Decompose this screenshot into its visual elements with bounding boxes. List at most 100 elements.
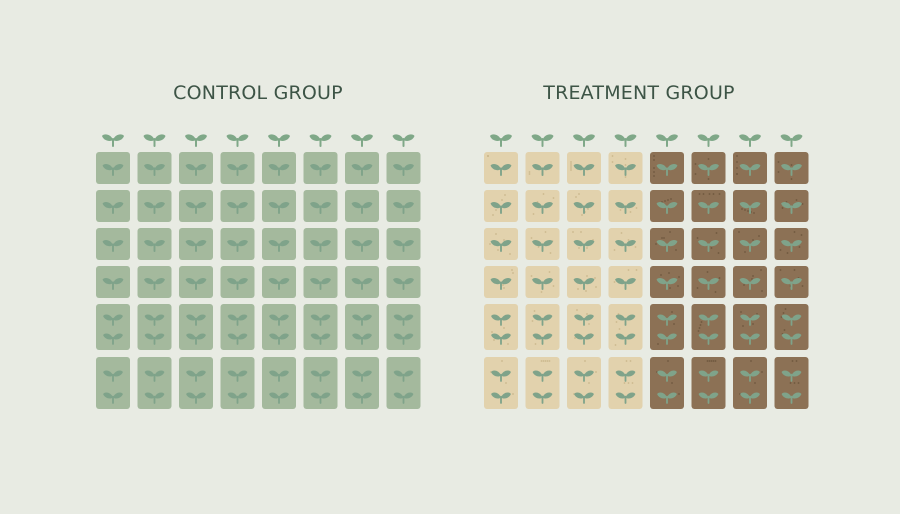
sprout-icon [393, 392, 414, 404]
treatment-group-grid [484, 134, 809, 409]
sprout-icon [574, 392, 594, 404]
plant-cell [567, 190, 601, 222]
plant-cell [608, 228, 643, 260]
sprout-icon [227, 314, 248, 326]
sprout-icon [227, 370, 248, 382]
plant-cell [220, 304, 255, 350]
plant-cell [96, 357, 130, 409]
plant-cell [386, 266, 421, 298]
sprout-icon [574, 333, 594, 345]
sprout-icon [656, 277, 678, 290]
sprout-icon [309, 134, 332, 147]
sprout-icon [352, 314, 372, 326]
sprout-icon [351, 239, 373, 252]
sprout-icon [657, 314, 677, 326]
sprout-icon [310, 392, 331, 404]
sprout-icon [103, 370, 123, 382]
plant-cell [650, 266, 684, 298]
plant-cell [484, 190, 518, 222]
sprout-icon [185, 239, 207, 252]
sprout-icon [698, 314, 719, 326]
sprout-icon [226, 134, 249, 147]
plant-cell [691, 152, 726, 184]
sprout-icon [532, 370, 553, 382]
plant-cell [608, 357, 643, 409]
sprout-icon [698, 163, 719, 176]
plant-cell [774, 304, 809, 350]
plant-cell [179, 266, 213, 298]
sprout-icon [351, 134, 373, 147]
sprout-icon [491, 333, 511, 345]
plant-cell [262, 228, 296, 260]
sprout-icon [739, 239, 761, 252]
plant-cell [345, 228, 379, 260]
sprout-icon [781, 239, 802, 252]
plant-cell [262, 357, 296, 409]
sprout-icon [490, 134, 512, 147]
plant-cell [303, 152, 338, 184]
sprout-icon [490, 239, 512, 252]
sprout-icon [185, 201, 207, 214]
sprout-icon [531, 134, 554, 147]
sprout-icon [102, 163, 124, 176]
plant-cell [484, 266, 518, 298]
sprout-icon [227, 392, 248, 404]
sprout-icon [268, 163, 290, 176]
plant-cell [137, 266, 172, 298]
sprout-icon [103, 333, 123, 345]
sprout-icon [102, 201, 124, 214]
sprout-icon [351, 277, 373, 290]
sprout-icon [615, 333, 636, 345]
plant-cell [220, 357, 255, 409]
plant-cell [608, 266, 643, 298]
control-group-grid [96, 134, 421, 409]
plant-cell [525, 304, 560, 350]
sprout-icon [393, 239, 414, 252]
plant-cell [691, 266, 726, 298]
plant-cell [650, 228, 684, 260]
plant-cell [733, 266, 767, 298]
sprout-icon [615, 201, 636, 214]
sprout-icon [144, 392, 165, 404]
plant-cell [650, 152, 684, 184]
plant-cell [774, 266, 809, 298]
plant-cell [96, 152, 130, 184]
sprout-icon [532, 333, 553, 345]
sprout-icon [656, 134, 678, 147]
plant-cell [303, 357, 338, 409]
sprout-icon [352, 333, 372, 345]
sprout-icon [102, 277, 124, 290]
sprout-icon [698, 370, 719, 382]
plant-cell [345, 304, 379, 350]
sprout-icon [740, 392, 760, 404]
control-group-title: CONTROL GROUP [173, 82, 343, 104]
sprout-icon [656, 239, 678, 252]
sprout-icon [532, 277, 553, 290]
sprout-icon [615, 392, 636, 404]
sprout-icon [739, 163, 761, 176]
sprout-icon [351, 163, 373, 176]
sprout-icon [393, 163, 414, 176]
sprout-icon [490, 277, 512, 290]
sprout-icon [698, 392, 719, 404]
sprout-icon [698, 239, 719, 252]
plant-cell [525, 357, 560, 409]
plant-cell [345, 357, 379, 409]
sprout-icon [268, 277, 290, 290]
sprout-icon [739, 134, 761, 147]
sprout-icon [352, 392, 372, 404]
plant-cell [96, 304, 130, 350]
sprout-icon [269, 392, 289, 404]
plant-cell [262, 266, 296, 298]
sprout-icon [615, 314, 636, 326]
sprout-icon [490, 163, 512, 176]
plant-cell [179, 152, 213, 184]
sprout-icon [393, 201, 414, 214]
plant-cell [608, 152, 643, 184]
sprout-icon [393, 277, 414, 290]
sprout-icon [393, 333, 414, 345]
sprout-icon [310, 239, 331, 252]
sprout-icon [532, 392, 553, 404]
sprout-icon [573, 163, 595, 176]
sprout-icon [615, 239, 636, 252]
